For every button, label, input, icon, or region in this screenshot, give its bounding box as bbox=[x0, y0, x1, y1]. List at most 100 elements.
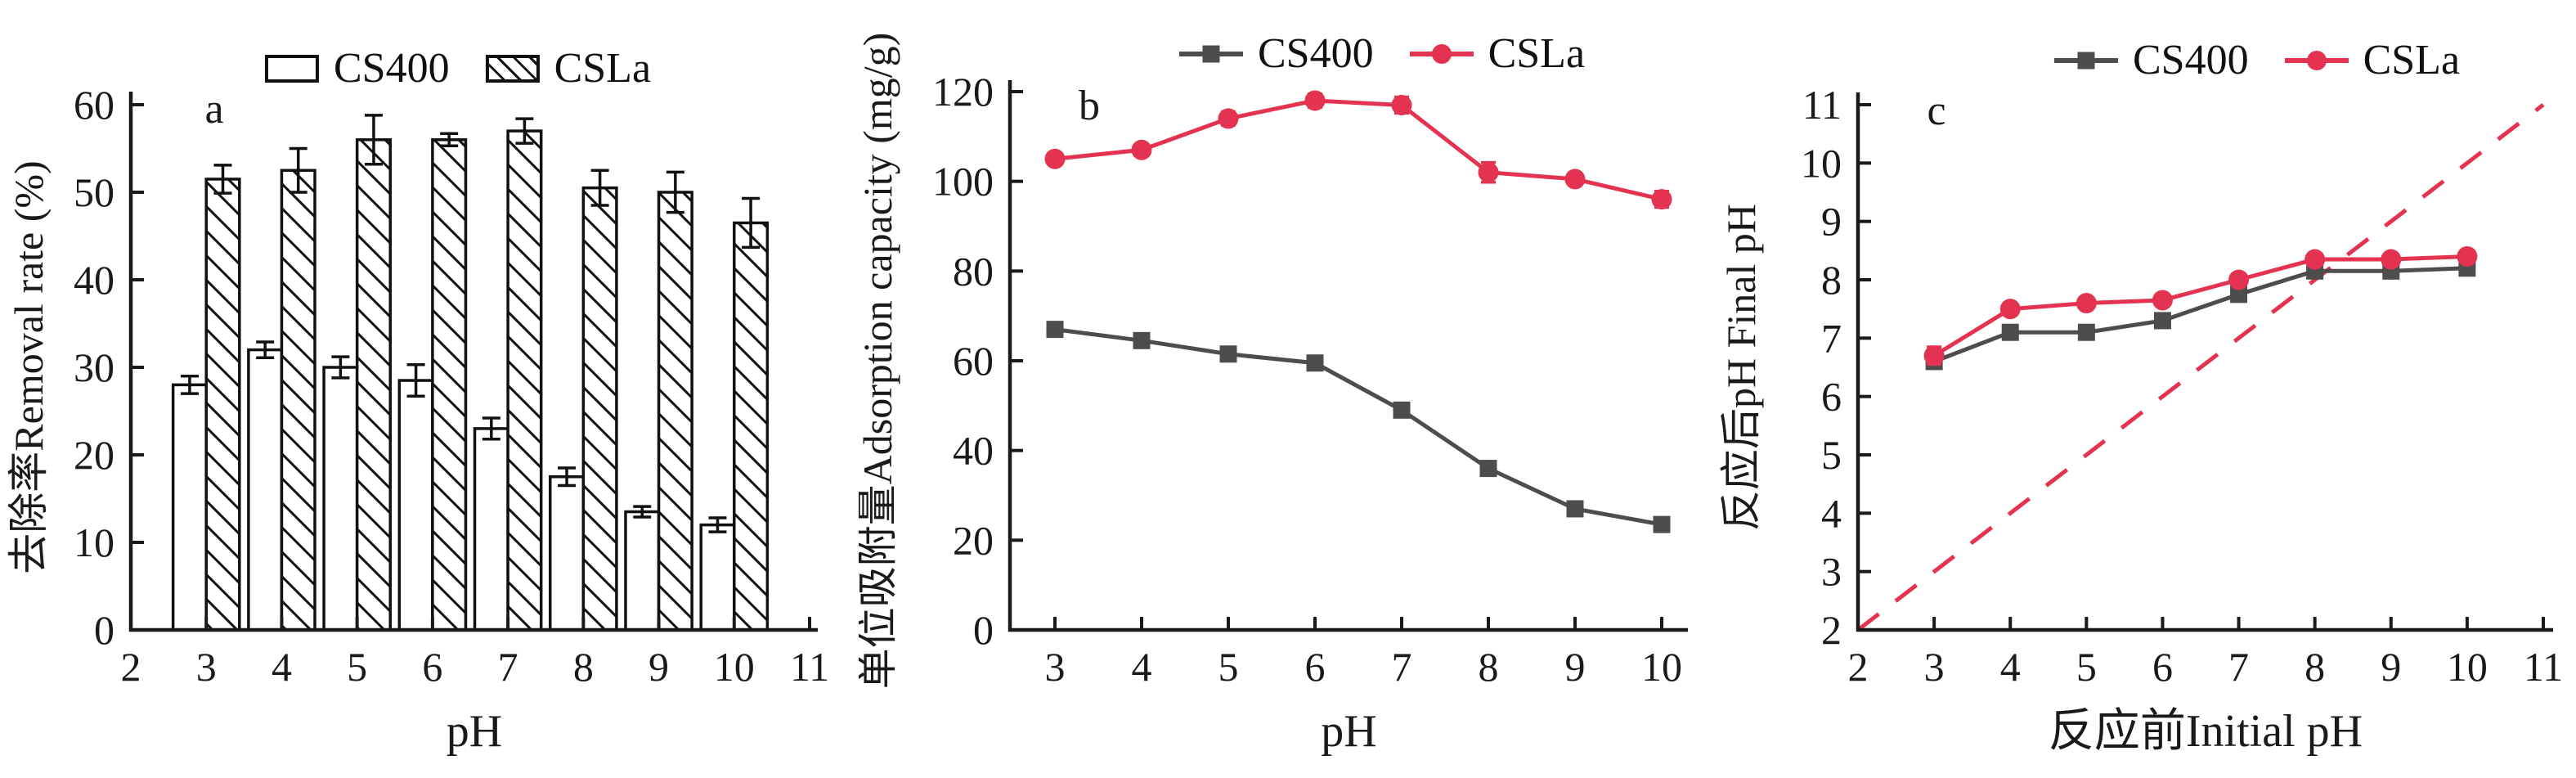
marker-cs400-ph4 bbox=[2001, 323, 2019, 341]
legend-item-cs400: CS400 bbox=[264, 47, 450, 90]
legend-item-cs400: CS400 bbox=[2053, 37, 2249, 83]
y-tick-label: 30 bbox=[74, 344, 114, 390]
marker-csla-ph7 bbox=[2228, 269, 2250, 290]
panel-b-chart: 0 20 40 60 80 100 120 3 4 5 6 7 8 9 10 pH 单位吸附量Adsorptio… bbox=[859, 33, 1688, 757]
marker-csla-ph4 bbox=[1131, 139, 1152, 160]
y-axis-label: 单位吸附量Adsorption capacity (mg/g) bbox=[859, 33, 900, 690]
x-axis-label: pH bbox=[447, 706, 502, 757]
panel-letter: c bbox=[1927, 88, 1945, 134]
x-tick-label: 6 bbox=[1305, 644, 1326, 690]
legend-label-cs400: CS400 bbox=[2132, 37, 2249, 83]
x-tick-label: 11 bbox=[790, 644, 829, 690]
legend-label-csla: CSLa bbox=[1488, 30, 1586, 77]
y-tick-label: 50 bbox=[74, 169, 114, 215]
legend-c: CS400 CSLa bbox=[2053, 37, 2460, 83]
bar-csla-ph10 bbox=[733, 221, 770, 632]
x-tick-label: 10 bbox=[714, 644, 755, 690]
marker-csla-ph9 bbox=[2381, 249, 2402, 270]
x-tick-label: 8 bbox=[573, 644, 594, 690]
y-tick-label: 100 bbox=[932, 159, 994, 205]
x-tick-label: 10 bbox=[2447, 644, 2488, 690]
y-axis-label: 去除率Removal rate (%) bbox=[6, 160, 52, 573]
csla-line-swatch bbox=[2284, 49, 2349, 72]
bar-csla-ph4 bbox=[280, 169, 316, 632]
marker-csla-ph6 bbox=[1304, 90, 1326, 111]
series-csla bbox=[1044, 90, 1672, 210]
marker-csla-ph5 bbox=[1218, 108, 1239, 129]
bar-csla-ph3 bbox=[204, 178, 241, 632]
x-tick-label: 5 bbox=[1218, 644, 1239, 690]
panel-c-chart: 2 3 4 5 6 7 8 9 10 11 2 3 4 5 6 7 8 9 10 11 反应前Initial pH 反应后… bbox=[1718, 82, 2563, 757]
x-tick-label: 9 bbox=[648, 644, 669, 690]
bar-cs400-ph6 bbox=[397, 379, 434, 632]
marker-cs400-ph7 bbox=[2230, 286, 2248, 304]
y-axis-ticks: 0 20 40 60 80 100 120 bbox=[932, 69, 1023, 653]
legend-item-csla: CSLa bbox=[485, 47, 651, 90]
y-tick-label: 60 bbox=[74, 82, 114, 128]
x-tick-label: 8 bbox=[1479, 644, 1499, 690]
x-tick-label: 2 bbox=[121, 644, 141, 690]
legend-a: CS400 CSLa bbox=[264, 47, 651, 90]
y-tick-label: 40 bbox=[953, 428, 994, 474]
marker-cs400-ph3 bbox=[1046, 321, 1064, 339]
panel-a-chart: 0 10 20 30 40 50 60 2 3 4 5 6 7 8 9 10 11 pH 去除率Removal ra… bbox=[6, 82, 829, 757]
x-tick-label: 6 bbox=[422, 644, 442, 690]
panel-c: CS400 CSLa 2 3 4 5 6 7 8 9 10 11 2 3 4 5 6 7 8 9 10 11 反应前In… bbox=[1717, 0, 2576, 778]
y-tick-label: 120 bbox=[932, 69, 994, 115]
y-tick-label: 10 bbox=[1801, 140, 1842, 186]
line-csla bbox=[1054, 98, 1663, 202]
bar-cs400-ph3 bbox=[171, 383, 208, 632]
y-tick-label: 7 bbox=[1821, 315, 1842, 361]
panel-b: CS400 CSLa 0 20 40 60 80 100 120 3 4 5 6 7 8 9 10 pH 单位吸… bbox=[859, 0, 1717, 778]
x-tick-label: 3 bbox=[196, 644, 217, 690]
y-tick-label: 60 bbox=[953, 338, 994, 384]
y-axis-ticks: 0 10 20 30 40 50 60 bbox=[74, 82, 144, 653]
marker-csla-ph5 bbox=[2076, 293, 2097, 314]
identity-dashed-line bbox=[1856, 103, 2545, 632]
marker-cs400-ph7 bbox=[1393, 401, 1411, 419]
y-tick-label: 40 bbox=[74, 257, 114, 303]
marker-csla-ph8 bbox=[2304, 249, 2326, 270]
axes: 0 10 20 30 40 50 60 2 3 4 5 6 7 8 9 10 11 bbox=[74, 82, 829, 690]
y-tick-label: 6 bbox=[1821, 374, 1842, 420]
series-csla bbox=[204, 114, 770, 632]
cs400-line-swatch bbox=[2053, 49, 2118, 72]
bar-csla-ph8 bbox=[581, 186, 618, 632]
panel-letter: b bbox=[1079, 83, 1100, 129]
legend-item-csla: CSLa bbox=[1409, 30, 1586, 77]
marker-cs400-ph10 bbox=[1653, 515, 1671, 533]
csla-hatched-bar-swatch bbox=[485, 55, 540, 83]
line-csla bbox=[1932, 254, 2467, 358]
axes: 2 3 4 5 6 7 8 9 10 11 2 3 4 5 6 7 8 9 10 11 bbox=[1801, 82, 2563, 690]
y-tick-label: 0 bbox=[973, 607, 994, 653]
x-axis-ticks: 2 3 4 5 6 7 8 9 10 11 bbox=[121, 617, 829, 690]
bar-cs400-ph9 bbox=[624, 510, 661, 632]
y-tick-label: 10 bbox=[74, 519, 114, 565]
y-tick-label: 8 bbox=[1821, 257, 1842, 303]
y-tick-label: 3 bbox=[1821, 549, 1842, 595]
axes: 0 20 40 60 80 100 120 3 4 5 6 7 8 9 10 bbox=[932, 69, 1688, 690]
x-tick-label: 5 bbox=[347, 644, 367, 690]
x-tick-label: 7 bbox=[498, 644, 518, 690]
marker-cs400-ph5 bbox=[2077, 323, 2095, 341]
bar-cs400-ph7 bbox=[473, 427, 509, 632]
x-tick-label: 10 bbox=[1641, 644, 1682, 690]
series-csla bbox=[1923, 245, 2478, 367]
x-tick-label: 2 bbox=[1848, 644, 1869, 690]
cs400-open-bar-swatch bbox=[264, 55, 319, 83]
y-tick-label: 20 bbox=[953, 517, 994, 563]
bar-cs400-ph4 bbox=[247, 348, 284, 632]
x-tick-label: 4 bbox=[272, 644, 292, 690]
x-tick-label: 11 bbox=[2524, 644, 2563, 690]
marker-cs400-ph6 bbox=[1306, 354, 1324, 372]
bar-cs400-ph10 bbox=[699, 523, 736, 632]
legend-item-csla: CSLa bbox=[2284, 39, 2460, 82]
x-tick-label: 9 bbox=[2381, 644, 2401, 690]
x-tick-label: 3 bbox=[1924, 644, 1945, 690]
y-tick-label: 0 bbox=[94, 607, 114, 653]
bar-csla-ph7 bbox=[506, 129, 543, 632]
y-axis-label: 反应后pH Final pH bbox=[1718, 204, 1764, 531]
panel-a: CS400 CSLa 0 10 20 30 40 50 60 2 3 4 5 6 7 8 9 10 11 pH 去除… bbox=[0, 0, 859, 778]
y-tick-label: 2 bbox=[1821, 607, 1842, 653]
x-tick-label: 9 bbox=[1565, 644, 1586, 690]
